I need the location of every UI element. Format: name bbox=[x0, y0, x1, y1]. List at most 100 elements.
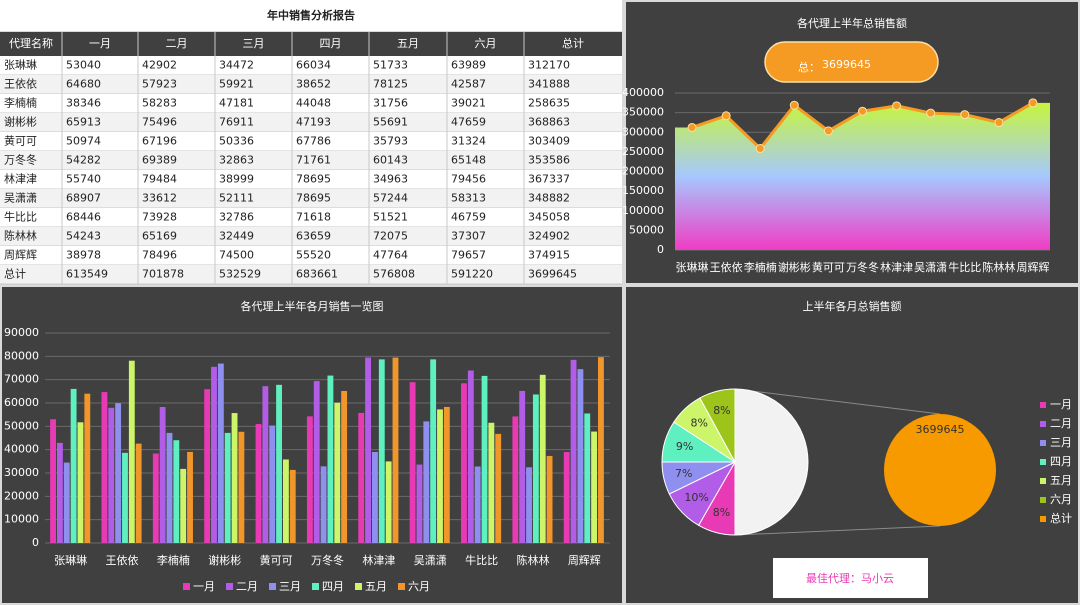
y-tick-label: 0 bbox=[657, 243, 664, 256]
bar bbox=[437, 409, 443, 543]
table-cell: 陈林林 bbox=[4, 229, 37, 243]
pie-label: 9% bbox=[676, 440, 693, 453]
bar bbox=[282, 459, 289, 543]
table-cell: 黄可可 bbox=[4, 134, 37, 148]
bar bbox=[577, 369, 584, 543]
bar bbox=[423, 421, 430, 543]
bar bbox=[341, 390, 348, 543]
x-tick-label: 张琳琳 bbox=[676, 260, 709, 274]
bar bbox=[56, 442, 63, 543]
table-cell: 67786 bbox=[296, 135, 331, 148]
table-header: 六月 bbox=[475, 37, 497, 50]
table-cell: 42587 bbox=[451, 78, 486, 91]
table-cell: 35793 bbox=[373, 135, 408, 148]
table-cell: 576808 bbox=[373, 268, 415, 281]
table-cell: 68446 bbox=[66, 211, 101, 224]
y-tick-label: 50000 bbox=[629, 223, 664, 236]
y-tick-label: 150000 bbox=[622, 184, 664, 197]
marker bbox=[1028, 98, 1038, 108]
table-row-bg bbox=[0, 113, 622, 132]
bar bbox=[217, 363, 224, 543]
pie-label: 8% bbox=[713, 404, 730, 417]
table-cell: 王依依 bbox=[4, 78, 37, 91]
x-tick-label: 周辉辉 bbox=[1016, 261, 1049, 274]
table-cell: 367337 bbox=[528, 173, 570, 186]
legend-label: 二月 bbox=[236, 580, 258, 593]
y-tick-label: 70000 bbox=[4, 373, 39, 386]
table-cell: 吴潇潇 bbox=[4, 192, 37, 205]
bar bbox=[306, 416, 313, 543]
table-cell: 51733 bbox=[373, 59, 408, 72]
table-cell: 51521 bbox=[373, 211, 408, 224]
bar bbox=[526, 467, 532, 543]
legend-label: 四月 bbox=[1050, 455, 1072, 468]
bar bbox=[313, 381, 320, 543]
x-tick-label: 林津津 bbox=[362, 553, 395, 567]
table-row-bg bbox=[0, 132, 622, 151]
table-cell: 683661 bbox=[296, 268, 338, 281]
table-cell: 53040 bbox=[66, 59, 101, 72]
secondary-pie bbox=[884, 414, 996, 526]
table-cell: 64680 bbox=[66, 78, 101, 91]
table-cell: 37307 bbox=[451, 230, 486, 243]
note: 最佳代理：马小云 bbox=[806, 571, 894, 585]
table-row-bg bbox=[0, 227, 622, 246]
table-cell: 68907 bbox=[66, 192, 101, 205]
table-row-bg bbox=[0, 151, 622, 170]
table-cell: 374915 bbox=[528, 249, 570, 262]
table-row-bg bbox=[0, 75, 622, 94]
bar bbox=[173, 440, 180, 543]
table-cell: 47764 bbox=[373, 249, 408, 262]
x-tick-label: 周辉辉 bbox=[568, 554, 601, 567]
x-tick-label: 李楠楠 bbox=[744, 260, 777, 274]
bar bbox=[255, 424, 262, 543]
bar bbox=[115, 403, 122, 543]
legend-swatch bbox=[1040, 402, 1046, 408]
secondary-label: 3699645 bbox=[916, 423, 965, 436]
bar bbox=[519, 390, 526, 543]
x-tick-label: 黄可可 bbox=[260, 553, 293, 567]
table-cell: 65169 bbox=[142, 230, 177, 243]
legend-swatch bbox=[1040, 440, 1046, 446]
table-cell: 34472 bbox=[219, 59, 254, 72]
table-header: 代理名称 bbox=[9, 36, 53, 50]
legend-label: 二月 bbox=[1050, 417, 1072, 430]
table-cell: 69389 bbox=[142, 154, 177, 167]
table-header: 五月 bbox=[397, 37, 419, 50]
table-cell: 38999 bbox=[219, 173, 254, 186]
table-cell: 79456 bbox=[451, 173, 486, 186]
x-tick-label: 李楠楠 bbox=[157, 553, 190, 567]
marker bbox=[858, 106, 867, 116]
table-cell: 65913 bbox=[66, 116, 101, 129]
table-cell: 58313 bbox=[451, 192, 486, 205]
chart-title: 各代理上半年总销售额 bbox=[797, 16, 907, 30]
bar bbox=[101, 392, 108, 543]
table-cell: 71761 bbox=[296, 154, 331, 167]
table-cell: 57923 bbox=[142, 78, 177, 91]
x-tick-label: 万冬冬 bbox=[846, 260, 879, 274]
bar bbox=[495, 433, 502, 543]
bar bbox=[152, 453, 159, 543]
bar bbox=[512, 416, 519, 543]
bar bbox=[358, 412, 365, 543]
y-tick-label: 10000 bbox=[4, 513, 39, 526]
marker bbox=[755, 143, 765, 153]
bar bbox=[532, 394, 539, 543]
table-cell: 353586 bbox=[528, 154, 570, 167]
y-tick-label: 250000 bbox=[622, 145, 664, 158]
table-cell: 303409 bbox=[528, 135, 570, 148]
bar bbox=[231, 413, 238, 543]
bar bbox=[591, 431, 598, 543]
bar bbox=[461, 383, 467, 543]
table-cell: 54282 bbox=[66, 154, 101, 167]
legend-label: 总计 bbox=[1050, 511, 1072, 525]
table-cell: 258635 bbox=[528, 97, 570, 110]
pie-label: 10% bbox=[684, 491, 708, 504]
y-tick-label: 60000 bbox=[4, 396, 39, 409]
legend-label: 三月 bbox=[279, 580, 301, 593]
table-row-bg bbox=[0, 265, 622, 284]
table-cell: 76911 bbox=[219, 116, 254, 129]
marker bbox=[721, 111, 731, 121]
marker bbox=[892, 101, 902, 111]
bar bbox=[481, 375, 488, 543]
